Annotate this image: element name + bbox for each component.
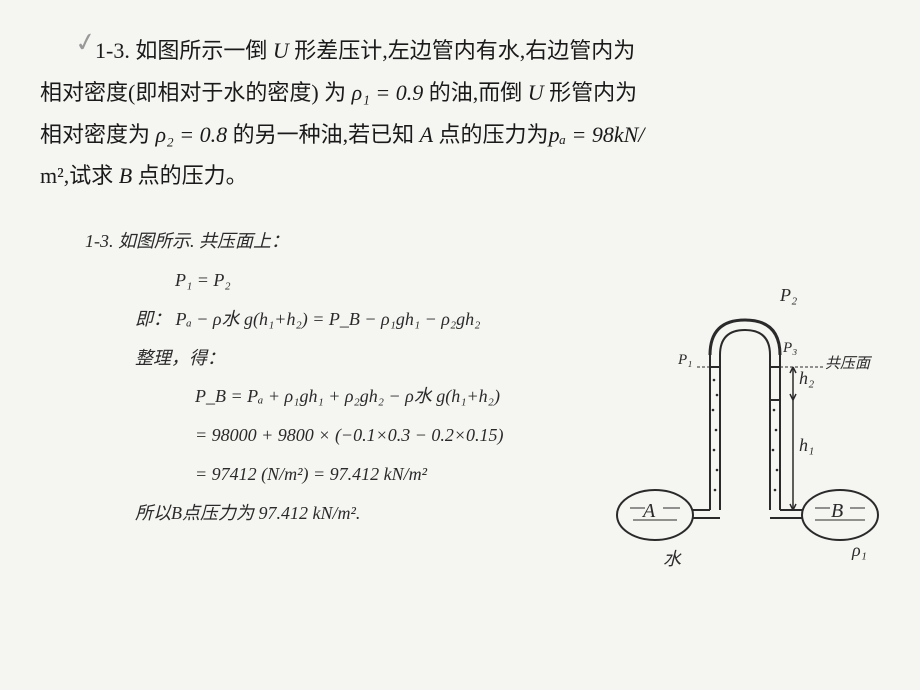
problem-statement: 1-3. 如图所示一倒 U 形差压计,左边管内有水,右边管内为 相对密度(即相对… <box>40 30 880 197</box>
label-rho1: ρ₁ <box>852 540 867 561</box>
point-b: B <box>119 163 132 188</box>
problem-text: 如图所示一倒 <box>135 38 273 63</box>
label-surface: 共压面 <box>825 352 870 373</box>
label-b: B <box>831 500 843 523</box>
problem-text: 的油,而倒 <box>423 80 528 105</box>
label-a: A <box>643 500 655 523</box>
formula: ρ₁ = 0.9 <box>352 80 424 105</box>
problem-text: 的另一种油,若已知 <box>227 122 420 147</box>
diagram-svg <box>615 300 895 630</box>
label-p3: P₃ <box>783 340 797 357</box>
u-shape: U <box>528 80 544 105</box>
problem-text: 相对密度为 <box>40 122 156 147</box>
eq2-content: Pₐ − ρ水 g(h₁+h₂) = P_B − ρ₁gh₁ − ρ₂gh₂ <box>176 309 481 329</box>
formula: pₐ = 98kN/ <box>549 122 645 147</box>
label-h2: h₂ <box>799 368 814 389</box>
u-shape: U <box>273 38 289 63</box>
problem-text: m²,试求 <box>40 163 119 188</box>
problem-text: 点的压力为 <box>433 122 549 147</box>
problem-text: 相对密度(即相对于水的密度) 为 <box>40 80 352 105</box>
problem-text: 形管内为 <box>544 80 638 105</box>
label-h1: h₁ <box>799 435 814 456</box>
problem-text: 点的压力。 <box>132 163 248 188</box>
problem-text: 形差压计,左边管内有水,右边管内为 <box>289 38 636 63</box>
problem-number: 1-3. <box>95 38 130 63</box>
formula: ρ₂ = 0.8 <box>156 122 228 147</box>
eq2-label: 即： <box>135 309 171 329</box>
solution-header: 1-3. 如图所示. 共压面上： <box>85 227 880 256</box>
u-tube-diagram: P₂ P₃ P₁ h₂ h₁ A B 水 ρ₁ 共压面 <box>615 300 895 630</box>
point-a: A <box>420 122 433 147</box>
equation-1: P₁ = P₂ <box>175 266 880 295</box>
label-water: 水 <box>663 545 681 571</box>
label-p1-left: P₁ <box>678 352 692 369</box>
label-p2: P₂ <box>780 285 797 306</box>
